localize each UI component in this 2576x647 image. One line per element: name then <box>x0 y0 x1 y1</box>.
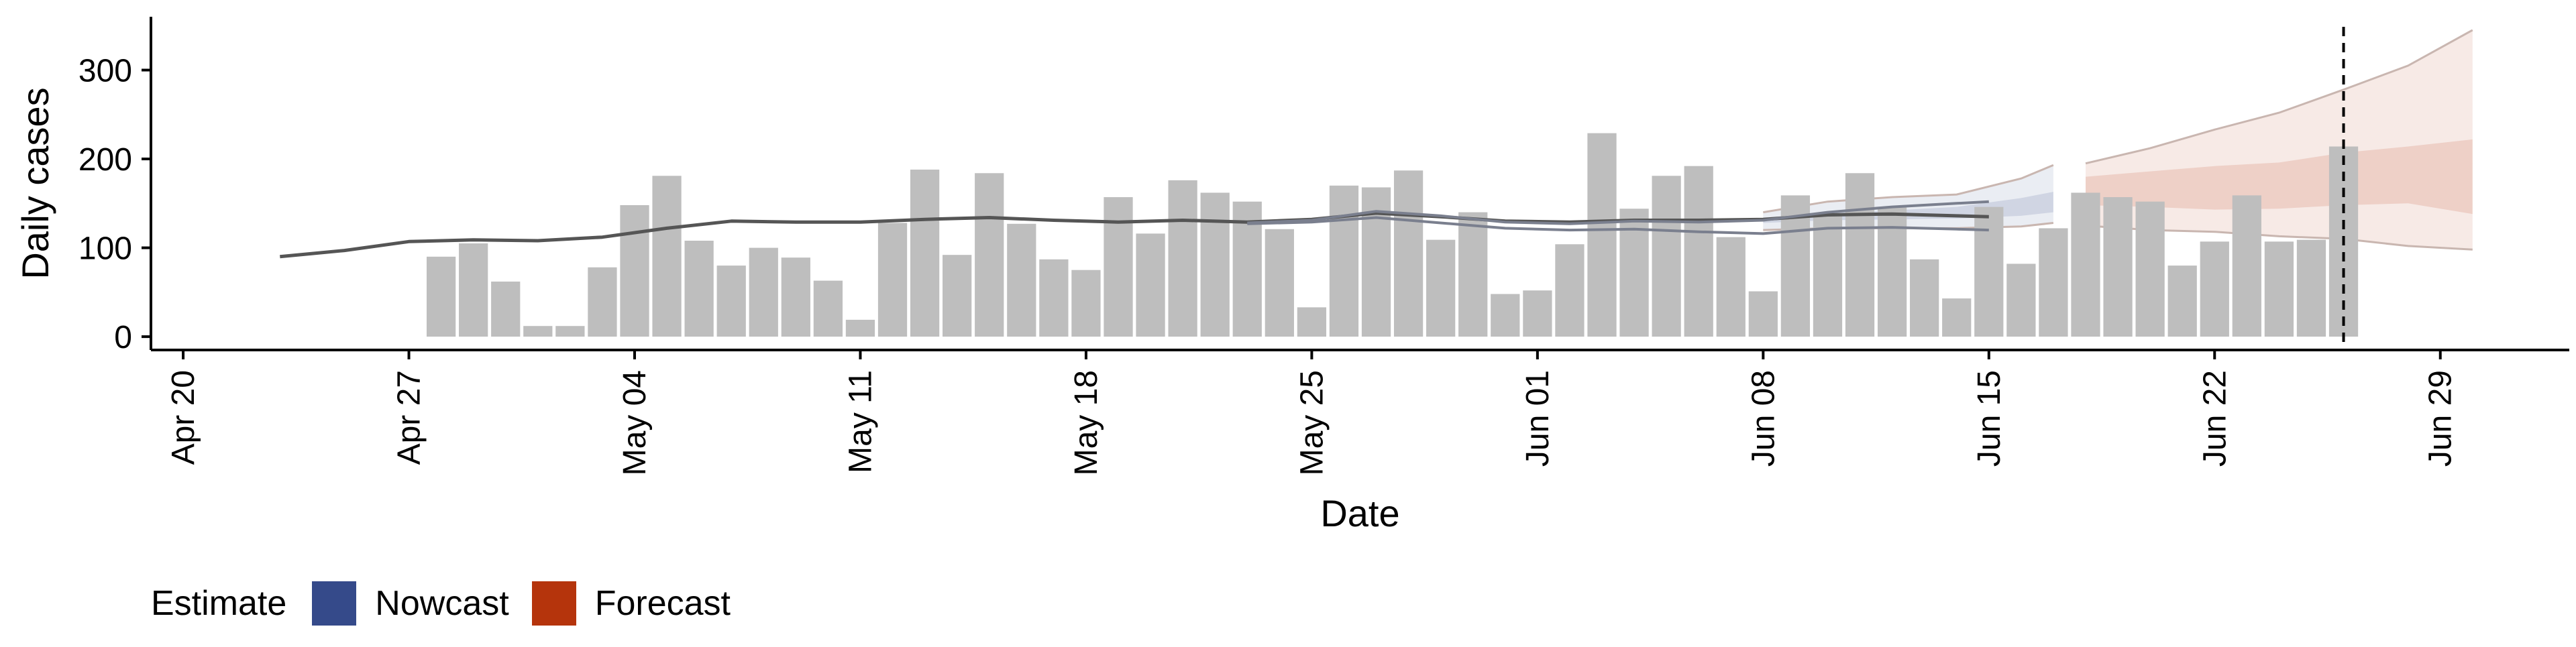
bar <box>684 240 714 337</box>
bar <box>1974 207 2004 337</box>
bar <box>1652 176 1681 337</box>
bar <box>1587 133 1617 337</box>
bar <box>1491 294 1520 337</box>
bar <box>1168 180 1197 337</box>
bar <box>1523 290 1552 337</box>
bar <box>716 266 746 337</box>
bar <box>2071 192 2100 337</box>
legend-swatch-forecast <box>531 581 576 626</box>
trend-line-2 <box>1247 216 1989 235</box>
bar <box>1748 291 1778 337</box>
bar <box>813 280 843 337</box>
x-tick-label: May 04 <box>617 370 653 475</box>
legend-item-forecast: Forecast <box>531 581 731 626</box>
bar <box>2200 241 2229 337</box>
bar <box>1393 170 1424 337</box>
bar <box>459 243 488 337</box>
bar <box>2039 228 2068 337</box>
bar <box>2135 201 2165 337</box>
bar <box>910 169 940 337</box>
bar <box>781 257 810 337</box>
bar <box>1039 259 1069 337</box>
y-tick-label: 0 <box>114 320 132 355</box>
x-tick-label: May 18 <box>1069 370 1104 475</box>
bar <box>1200 192 1230 337</box>
trend-line-1 <box>1247 200 1989 225</box>
bar <box>845 319 875 337</box>
nowcast-band-upper-edge <box>1763 164 2054 214</box>
x-tick-label: May 25 <box>1294 370 1330 475</box>
bar <box>1845 173 1875 337</box>
line-layer <box>280 200 1989 259</box>
forecast-band-upper-edge <box>2085 29 2473 165</box>
x-axis-title: Date <box>1320 492 1399 534</box>
x-tick-label: Jun 15 <box>1972 370 2007 467</box>
bar <box>1942 298 1972 337</box>
bar <box>2006 263 2036 337</box>
bar <box>877 223 908 337</box>
legend-item-nowcast: Nowcast <box>312 581 509 626</box>
y-axis-title: Daily cases <box>14 87 56 279</box>
y-tick-label: 100 <box>78 231 132 267</box>
x-tick-label: Jun 08 <box>1746 370 1781 467</box>
bar <box>652 176 682 337</box>
bar <box>523 326 553 337</box>
x-tick-label: Jun 01 <box>1520 370 1556 467</box>
x-tick-label: May 11 <box>843 370 878 473</box>
bar <box>1813 215 1843 337</box>
bar <box>555 326 585 337</box>
legend-title: Estimate <box>151 584 287 623</box>
bar <box>1265 229 1294 337</box>
bar <box>2296 239 2326 337</box>
x-tick-label: Jun 22 <box>2197 370 2233 467</box>
forecast-band-outer <box>2086 30 2473 250</box>
bar <box>2232 195 2261 337</box>
y-tick-label: 200 <box>78 142 132 178</box>
legend-swatch-nowcast <box>312 581 357 626</box>
bar <box>1555 244 1585 337</box>
legend-label-forecast: Forecast <box>594 584 731 623</box>
x-tick-label: Jun 29 <box>2423 370 2459 467</box>
bar <box>1684 166 1713 337</box>
bar <box>1910 259 1939 337</box>
bar <box>1361 187 1391 337</box>
x-tick-label: Apr 20 <box>166 370 201 465</box>
y-tick-label: 300 <box>78 54 132 89</box>
bar <box>1136 233 1165 337</box>
bar <box>1007 223 1036 337</box>
bar <box>975 173 1004 337</box>
axes-layer: 0 100 200 300 Apr 20 Apr 27 May 04 May 11 May 18… <box>14 17 2569 534</box>
bar <box>749 247 778 337</box>
bar <box>943 255 972 337</box>
bar-layer <box>426 133 2359 337</box>
bar <box>1426 239 1456 337</box>
bar <box>1297 307 1327 337</box>
bar <box>1104 197 1133 337</box>
bar <box>2264 241 2294 337</box>
bar <box>426 256 456 337</box>
bar <box>2167 266 2197 337</box>
bar <box>1716 237 1746 337</box>
bar <box>491 281 521 337</box>
bar <box>1329 185 1359 337</box>
bar <box>1071 270 1101 337</box>
legend: Estimate Nowcast Forecast <box>151 577 753 630</box>
legend-label-nowcast: Nowcast <box>375 584 509 623</box>
bar <box>1458 212 1488 337</box>
bar <box>2103 197 2133 337</box>
x-tick-label: Apr 27 <box>392 370 427 465</box>
bar <box>588 267 617 337</box>
forecast-band-inner <box>2086 139 2473 215</box>
bar <box>620 204 649 337</box>
